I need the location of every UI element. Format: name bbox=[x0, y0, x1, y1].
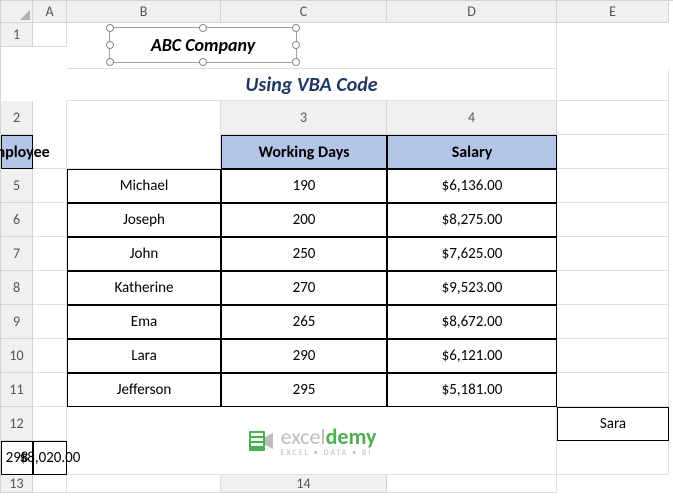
cell-a8[interactable] bbox=[33, 271, 67, 305]
logo-area: exceldemy EXCEL • DATA • BI bbox=[67, 407, 557, 475]
title-cell[interactable]: Using VBA Code bbox=[67, 69, 557, 101]
table-row[interactable]: 270 bbox=[221, 271, 387, 305]
th-working-days[interactable]: Working Days bbox=[221, 135, 387, 169]
table-row[interactable]: $5,181.00 bbox=[387, 373, 557, 407]
table-row[interactable]: $8,275.00 bbox=[387, 203, 557, 237]
table-row[interactable]: Katherine bbox=[67, 271, 221, 305]
cell-e9[interactable] bbox=[557, 305, 669, 339]
logo-text-block: exceldemy EXCEL • DATA • BI bbox=[281, 423, 377, 458]
resize-handle-tr[interactable] bbox=[292, 24, 300, 32]
resize-handle-bl[interactable] bbox=[106, 58, 114, 66]
cell-e11[interactable] bbox=[557, 373, 669, 407]
cell-a1[interactable] bbox=[33, 23, 67, 47]
cell-e4[interactable] bbox=[557, 135, 669, 169]
cell-a12[interactable] bbox=[33, 407, 67, 441]
th-salary[interactable]: Salary bbox=[387, 135, 557, 169]
cell-e2[interactable] bbox=[67, 101, 221, 169]
table-row[interactable]: John bbox=[67, 237, 221, 271]
table-row[interactable]: 190 bbox=[221, 169, 387, 203]
row-header-12[interactable]: 12 bbox=[1, 407, 33, 441]
table-row[interactable]: Michael bbox=[67, 169, 221, 203]
table-row[interactable]: Lara bbox=[67, 339, 221, 373]
row-header-11[interactable]: 11 bbox=[1, 373, 33, 407]
table-row[interactable]: Ema bbox=[67, 305, 221, 339]
textbox-selected[interactable]: ABC Company bbox=[109, 27, 297, 63]
resize-handle-ml[interactable] bbox=[106, 41, 114, 49]
row-header-5[interactable]: 5 bbox=[1, 169, 33, 203]
cell-a6[interactable] bbox=[33, 203, 67, 237]
cell-a4[interactable] bbox=[557, 101, 669, 135]
resize-handle-mr[interactable] bbox=[292, 41, 300, 49]
cell-a9[interactable] bbox=[33, 305, 67, 339]
table-row[interactable]: 295 bbox=[221, 373, 387, 407]
textbox-container: ABC Company bbox=[67, 23, 557, 69]
cell-a11[interactable] bbox=[33, 373, 67, 407]
cell-a5[interactable] bbox=[33, 169, 67, 203]
cell-e5[interactable] bbox=[557, 169, 669, 203]
table-row[interactable]: 265 bbox=[221, 305, 387, 339]
row-header-3[interactable]: 3 bbox=[221, 101, 387, 135]
cell-e1[interactable] bbox=[557, 69, 669, 101]
cell-e10[interactable] bbox=[557, 339, 669, 373]
row-header-10[interactable]: 10 bbox=[1, 339, 33, 373]
col-header-e[interactable]: E bbox=[557, 1, 669, 23]
table-row[interactable]: 250 bbox=[221, 237, 387, 271]
col-header-c[interactable]: C bbox=[221, 1, 387, 23]
cell-a14[interactable] bbox=[387, 475, 557, 493]
cell-e13[interactable] bbox=[67, 475, 221, 493]
table-row[interactable]: Joseph bbox=[67, 203, 221, 237]
select-all-corner[interactable] bbox=[1, 1, 33, 23]
table-row[interactable]: $8,672.00 bbox=[387, 305, 557, 339]
table-row[interactable]: Sara bbox=[557, 407, 669, 441]
col-header-b[interactable]: B bbox=[67, 1, 221, 23]
table-row[interactable]: $6,136.00 bbox=[387, 169, 557, 203]
cell-e7[interactable] bbox=[557, 237, 669, 271]
table-row[interactable]: $9,523.00 bbox=[387, 271, 557, 305]
spreadsheet-grid: A B C D E 1 Using VBA Code 2 ABC Company… bbox=[0, 0, 673, 493]
table-row[interactable]: 290 bbox=[221, 339, 387, 373]
col-header-a[interactable]: A bbox=[33, 1, 67, 23]
row-header-14[interactable]: 14 bbox=[221, 475, 387, 493]
cell-e8[interactable] bbox=[557, 271, 669, 305]
logo-prefix: excel bbox=[281, 423, 326, 450]
row-header-8[interactable]: 8 bbox=[1, 271, 33, 305]
table-row[interactable]: Jefferson bbox=[67, 373, 221, 407]
cell-e12[interactable] bbox=[557, 441, 669, 475]
row-header-9[interactable]: 9 bbox=[1, 305, 33, 339]
th-employee[interactable]: Employee bbox=[1, 135, 33, 169]
row-header-2[interactable]: 2 bbox=[1, 101, 33, 135]
resize-handle-br[interactable] bbox=[292, 58, 300, 66]
logo-icon bbox=[247, 427, 275, 455]
table-row[interactable]: $6,121.00 bbox=[387, 339, 557, 373]
cell-e6[interactable] bbox=[557, 203, 669, 237]
row-header-6[interactable]: 6 bbox=[1, 203, 33, 237]
table-row[interactable]: 200 bbox=[221, 203, 387, 237]
textbox-text: ABC Company bbox=[151, 34, 255, 56]
col-header-d[interactable]: D bbox=[387, 1, 557, 23]
cell-a10[interactable] bbox=[33, 339, 67, 373]
cell-a7[interactable] bbox=[33, 237, 67, 271]
table-row[interactable]: $8,020.00 bbox=[33, 441, 67, 475]
resize-handle-tl[interactable] bbox=[106, 24, 114, 32]
table-row[interactable]: $7,625.00 bbox=[387, 237, 557, 271]
logo-text: exceldemy bbox=[281, 423, 377, 450]
logo-tagline: EXCEL • DATA • BI bbox=[281, 448, 377, 458]
logo-suffix: demy bbox=[326, 423, 377, 450]
resize-handle-bm[interactable] bbox=[199, 58, 207, 66]
row-header-1[interactable]: 1 bbox=[1, 23, 33, 47]
resize-handle-tm[interactable] bbox=[199, 24, 207, 32]
row-header-13[interactable]: 13 bbox=[1, 475, 33, 493]
cell-a13[interactable] bbox=[33, 475, 67, 493]
row-header-4[interactable]: 4 bbox=[387, 101, 557, 135]
row-header-7[interactable]: 7 bbox=[1, 237, 33, 271]
